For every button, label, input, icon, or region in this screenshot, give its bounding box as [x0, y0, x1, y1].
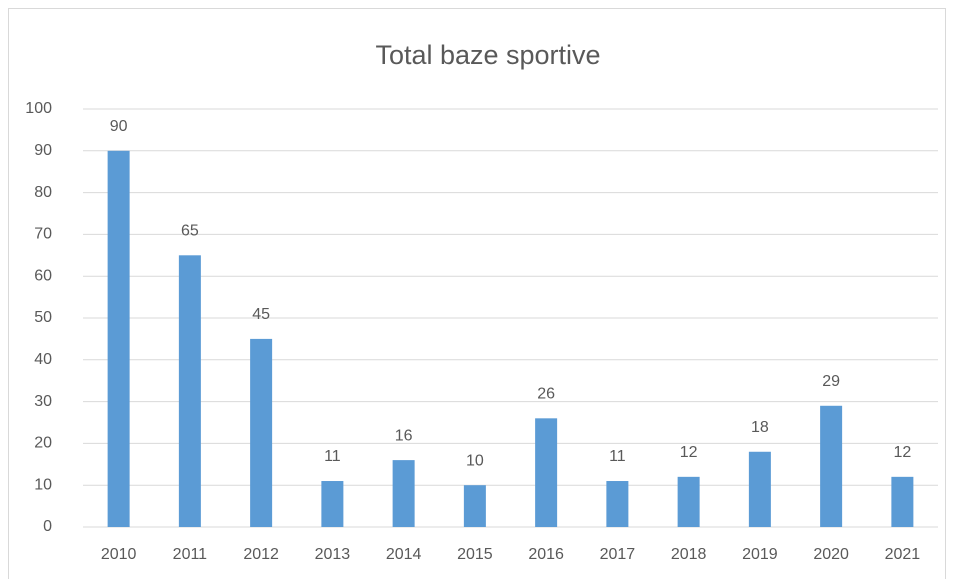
bar — [392, 460, 415, 527]
bar — [748, 451, 771, 527]
data-label: 26 — [537, 386, 555, 403]
data-label: 12 — [893, 444, 911, 461]
bar — [250, 338, 273, 527]
bar — [321, 481, 344, 527]
x-tick-label: 2014 — [386, 546, 422, 563]
bar — [107, 150, 130, 528]
data-label: 45 — [252, 306, 270, 323]
chart-frame — [8, 8, 946, 579]
bar — [535, 418, 558, 527]
data-label: 11 — [609, 448, 626, 465]
bar — [463, 485, 486, 527]
data-label: 29 — [822, 373, 840, 390]
data-label: 90 — [110, 118, 128, 135]
x-tick-label: 2016 — [528, 546, 564, 563]
data-label: 10 — [466, 452, 484, 469]
data-label: 16 — [395, 427, 413, 444]
x-tick-label: 2019 — [742, 546, 778, 563]
x-tick-label: 2012 — [243, 546, 279, 563]
y-tick-label: 40 — [34, 351, 52, 368]
x-tick-label: 2018 — [671, 546, 707, 563]
y-tick-label: 80 — [34, 184, 52, 201]
data-label: 11 — [324, 448, 341, 465]
y-tick-label: 60 — [34, 267, 52, 284]
y-tick-label: 100 — [25, 100, 52, 117]
x-tick-label: 2013 — [315, 546, 351, 563]
data-label: 65 — [181, 223, 199, 240]
x-tick-label: 2017 — [600, 546, 636, 563]
chart-title: Total baze sportive — [375, 40, 600, 70]
bar — [891, 476, 914, 527]
y-tick-label: 30 — [34, 393, 52, 410]
y-tick-label: 50 — [34, 309, 52, 326]
y-tick-label: 0 — [43, 518, 52, 535]
y-tick-label: 90 — [34, 142, 52, 159]
x-tick-label: 2011 — [173, 546, 208, 563]
y-tick-label: 10 — [34, 476, 52, 493]
x-tick-label: 2010 — [101, 546, 137, 563]
bar — [178, 255, 201, 528]
x-tick-label: 2021 — [885, 546, 921, 563]
bar — [820, 405, 843, 527]
data-label: 18 — [751, 419, 769, 436]
y-tick-label: 70 — [34, 226, 52, 243]
x-tick-label: 2020 — [813, 546, 849, 563]
x-tick-label: 2015 — [457, 546, 493, 563]
bar — [606, 481, 629, 527]
data-label: 12 — [680, 444, 698, 461]
bar — [677, 476, 700, 527]
y-tick-label: 20 — [34, 435, 52, 452]
